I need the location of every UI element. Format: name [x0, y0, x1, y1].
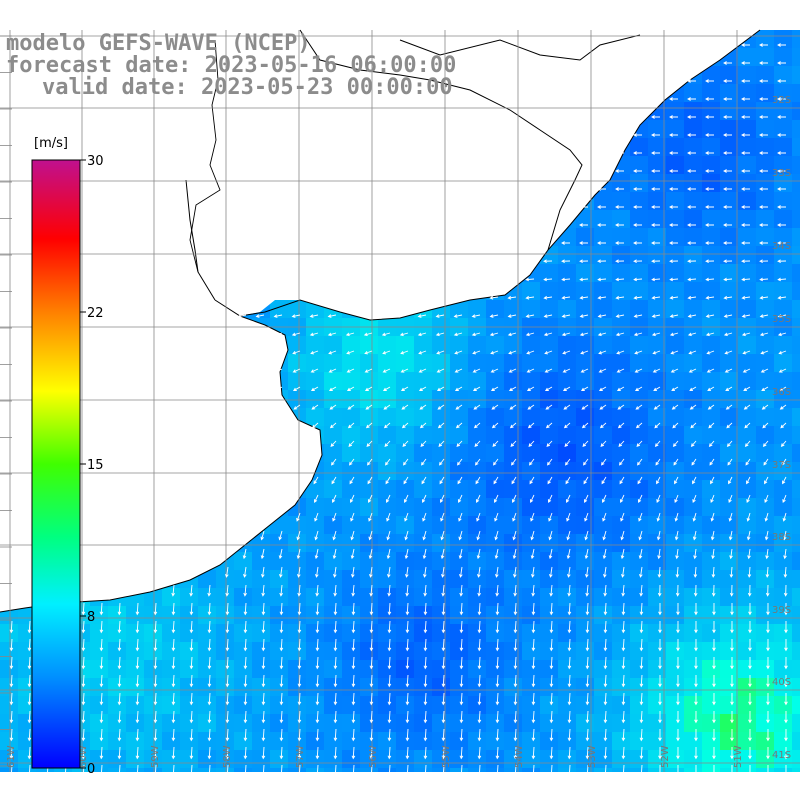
colorbar-unit: [m/s] — [34, 136, 68, 151]
latitude-label: 37S — [772, 460, 791, 471]
longitude-label: 61W — [6, 745, 17, 768]
longitude-label: 57W — [295, 745, 306, 768]
latitude-label: 38S — [772, 532, 791, 543]
longitude-label: 53W — [587, 745, 598, 768]
coastline — [0, 29, 761, 613]
colorbar-tick-label: 0 — [87, 762, 95, 777]
longitude-label: 55W — [441, 745, 452, 768]
latitude-label: 41S — [772, 750, 791, 761]
latitude-label: 36S — [772, 387, 791, 398]
colorbar-tick-label: 8 — [87, 610, 95, 625]
longitude-label: 56W — [368, 745, 379, 768]
latitude-label: 32S — [772, 95, 791, 106]
lat-lon-grid — [0, 30, 800, 772]
latitude-label: 40S — [772, 677, 791, 688]
longitude-label: 54W — [514, 745, 525, 768]
colorbar-gradient — [31, 159, 81, 769]
longitude-label: 59W — [150, 745, 161, 768]
latitude-label: 39S — [772, 605, 791, 616]
latitude-label: 33S — [772, 168, 791, 179]
longitude-label: 58W — [222, 745, 233, 768]
title-valid-date: valid date: 2023-05-23 00:00:00 — [42, 75, 453, 100]
colorbar-tick-label: 30 — [87, 154, 104, 169]
latitude-label: 35S — [772, 314, 791, 325]
wind-direction-arrows — [9, 43, 788, 772]
title-model: modelo GEFS-WAVE (NCEP) — [6, 31, 311, 56]
longitude-label: 52W — [660, 745, 671, 768]
longitude-label: 51W — [733, 745, 744, 768]
longitude-labels: 61W 60W 59W 58W 57W 56W 55W 54W 53W 52W 51W — [6, 745, 744, 768]
colorbar: [m/s] 30 22 15 8 0 — [31, 136, 104, 777]
colorbar-tick-label: 15 — [87, 458, 104, 473]
longitude-label: 60W — [78, 745, 89, 768]
title-forecast-date: forecast date: 2023-05-16 06:00:00 — [6, 53, 457, 78]
latitude-labels: 32S 33S 34S 35S 36S 37S 38S 39S 40S 41S — [772, 95, 791, 761]
colorbar-tick-label: 22 — [87, 306, 104, 321]
latitude-label: 34S — [772, 241, 791, 252]
